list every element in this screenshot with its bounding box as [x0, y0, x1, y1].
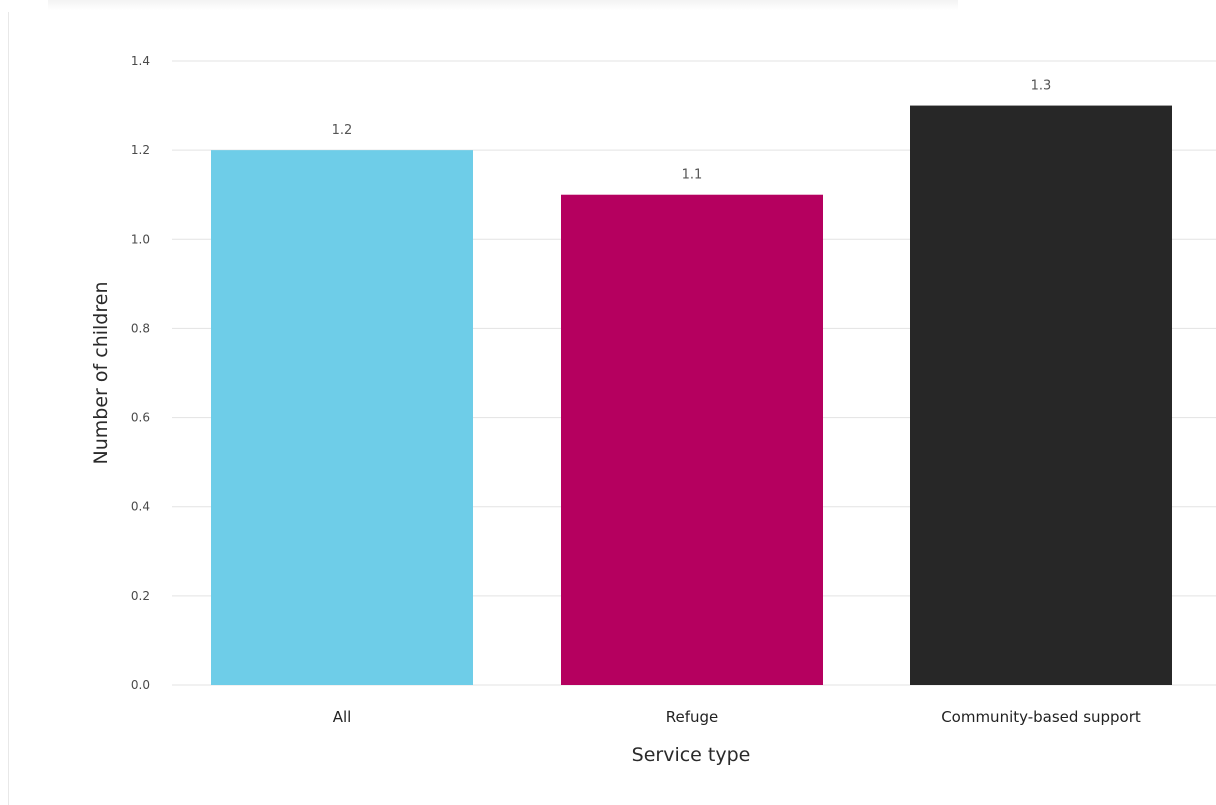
- x-axis-categories: All Refuge Community-based support: [333, 708, 1141, 726]
- page-border: [8, 12, 9, 805]
- y-axis-ticks: 0.0 0.2 0.4 0.6 0.8 1.0 1.2 1.4: [131, 54, 150, 692]
- bar-value-label: 1.3: [1031, 79, 1052, 94]
- bar: [211, 150, 473, 686]
- bar-value-label: 1.1: [682, 168, 703, 183]
- bars: [211, 105, 1172, 686]
- x-category-label: All: [333, 708, 352, 726]
- y-tick-label: 0.0: [131, 678, 150, 692]
- x-category-label: Refuge: [666, 708, 719, 726]
- y-axis-title: Number of children: [90, 282, 112, 465]
- y-tick-label: 0.6: [131, 411, 150, 425]
- y-tick-label: 1.0: [131, 232, 150, 246]
- y-tick-label: 1.4: [131, 54, 150, 68]
- x-category-label: Community-based support: [941, 708, 1141, 726]
- y-tick-label: 1.2: [131, 143, 150, 157]
- x-axis-title: Service type: [632, 744, 751, 766]
- y-tick-label: 0.4: [131, 500, 150, 514]
- bar: [561, 194, 823, 685]
- cropped-header-strip: [48, 0, 958, 10]
- bar-value-label: 1.2: [332, 123, 353, 138]
- y-tick-label: 0.8: [131, 321, 150, 335]
- y-tick-label: 0.2: [131, 589, 150, 603]
- data-labels: 1.2 1.1 1.3: [332, 79, 1052, 183]
- bar: [910, 105, 1172, 686]
